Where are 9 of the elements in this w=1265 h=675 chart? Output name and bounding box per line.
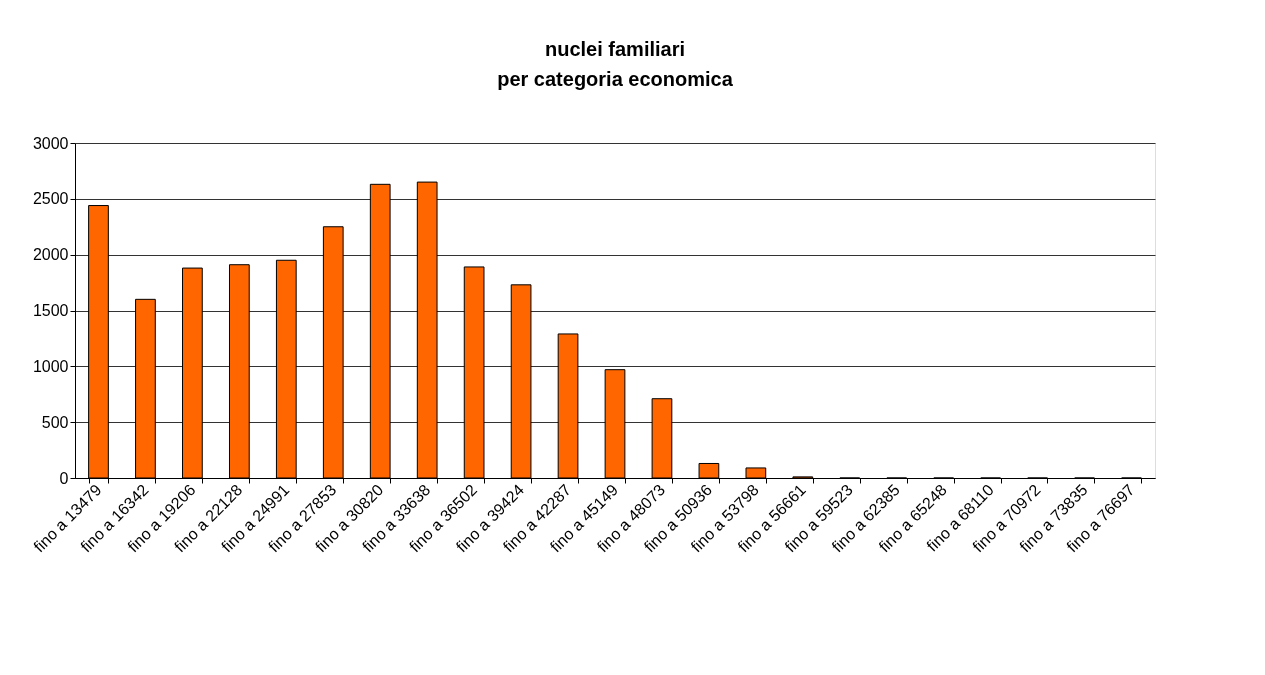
text: nuclei familiari bbox=[544, 38, 686, 60]
y-tick-label: 2000 bbox=[32, 246, 69, 264]
y-tick-label: 2500 bbox=[32, 190, 69, 208]
y-tick-label: 1000 bbox=[32, 357, 69, 375]
y-tick-label: 3000 bbox=[32, 134, 69, 152]
text: per categoria economica bbox=[497, 68, 733, 90]
y-tick-label: 500 bbox=[41, 413, 69, 431]
y-tick-label: 1500 bbox=[32, 302, 69, 319]
y-tick-label: 0 bbox=[59, 469, 69, 487]
